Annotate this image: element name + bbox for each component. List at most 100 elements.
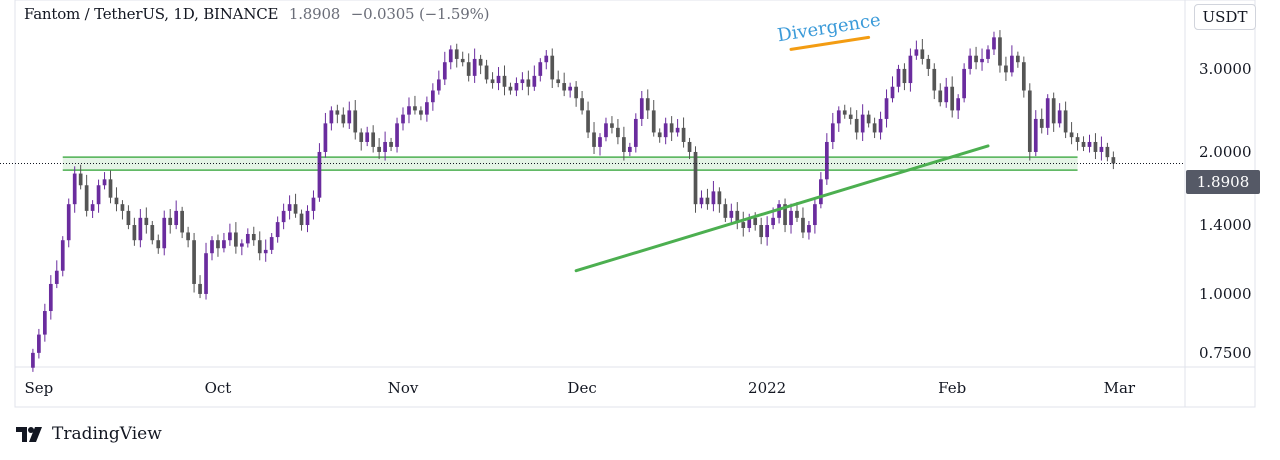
candle-body	[651, 110, 656, 133]
candle-body	[616, 127, 620, 138]
candle-body	[633, 118, 638, 147]
time-tick-label: 2022	[748, 379, 786, 397]
candle-body	[562, 83, 567, 91]
candle-body	[759, 225, 764, 238]
candle-body	[257, 240, 262, 254]
candle-body	[395, 123, 399, 147]
tradingview-logo-icon	[16, 427, 42, 442]
price-tick-label: 2.0000	[1199, 143, 1252, 161]
candle-body	[448, 49, 453, 63]
candle-body	[180, 210, 184, 233]
candle-body	[663, 123, 668, 138]
candle-body	[299, 213, 304, 226]
candle-body	[992, 37, 996, 50]
divergence-label: Divergence	[776, 10, 882, 47]
candle-body	[401, 114, 405, 124]
candle-body	[538, 62, 543, 76]
candle-body	[896, 68, 901, 87]
candle-body	[508, 86, 513, 91]
candle-body	[741, 222, 746, 228]
candle-body	[425, 102, 429, 115]
candle-body	[902, 68, 907, 84]
candle-body	[31, 352, 35, 368]
candle-body	[383, 141, 387, 152]
candle-body	[162, 217, 167, 249]
candle-body	[1016, 55, 1020, 63]
candle-body	[90, 204, 95, 211]
symbol-title: Fantom / TetherUS, 1D, BINANCE	[24, 5, 279, 23]
candle-body	[371, 132, 376, 147]
candle-body	[454, 49, 459, 59]
candle-body	[84, 185, 89, 211]
candle-body	[472, 58, 477, 76]
candle-body	[1081, 141, 1086, 147]
candle-body	[1010, 55, 1014, 73]
candle-body	[407, 106, 411, 115]
candle-body	[890, 86, 895, 99]
candle-body	[365, 132, 370, 142]
symbol-header: Fantom / TetherUS, 1D, BINANCE 1.8908 −0…	[24, 5, 489, 23]
candle-body	[37, 334, 41, 353]
candle-body	[323, 123, 328, 152]
candle-body	[198, 283, 202, 294]
candle-body	[520, 79, 525, 84]
candle-body	[150, 225, 155, 241]
candle-body	[347, 110, 352, 124]
candle-body	[908, 55, 913, 84]
candle-body	[693, 151, 698, 205]
candle-body	[192, 240, 196, 284]
candle-body	[502, 75, 507, 87]
candle-body	[216, 240, 220, 249]
candle-body	[819, 179, 823, 205]
candle-body	[1027, 90, 1032, 152]
candle-body	[639, 98, 644, 119]
candle-body	[281, 210, 286, 223]
candle-body	[245, 233, 250, 244]
candle-body	[204, 253, 208, 294]
candle-body	[1069, 132, 1074, 138]
candle-body	[341, 114, 346, 124]
candle-body	[377, 146, 381, 152]
candle-body	[186, 232, 190, 241]
candle-body	[114, 197, 119, 205]
candle-body	[986, 49, 990, 59]
candle-body	[699, 197, 704, 205]
candle-body	[1039, 118, 1044, 128]
candle-body	[466, 62, 471, 76]
chart-area[interactable]: 3.0000 2.0000 1.4000 1.0000 0.7500 Sep Oct Nov D…	[0, 0, 1280, 410]
candle-body	[729, 210, 734, 218]
currency-button[interactable]: USDT	[1194, 4, 1256, 30]
candle-body	[998, 37, 1002, 66]
candle-body	[765, 225, 769, 238]
candle-body	[442, 62, 447, 80]
candle-body	[932, 68, 937, 91]
candle-body	[48, 283, 53, 312]
candle-body	[657, 132, 662, 138]
candle-body	[669, 123, 674, 133]
time-tick-label: Dec	[567, 379, 596, 397]
candle-body	[681, 127, 686, 142]
candle-body	[222, 240, 226, 249]
candle-body	[484, 65, 489, 80]
candle-body	[950, 86, 955, 111]
candlestick-chart[interactable]: 3.0000 2.0000 1.4000 1.0000 0.7500 Sep Oct Nov D…	[0, 0, 1280, 410]
trendline	[574, 144, 990, 273]
candle-body	[884, 98, 889, 119]
candle-body	[771, 217, 775, 226]
candle-body	[795, 210, 799, 218]
candle-body	[580, 98, 584, 111]
candle-body	[627, 146, 632, 152]
candle-body	[824, 141, 829, 180]
candle-body	[705, 197, 710, 205]
candle-body	[598, 137, 602, 147]
candle-body	[675, 127, 680, 133]
candle-body	[938, 90, 943, 103]
candle-body	[490, 79, 495, 84]
candle-body	[138, 217, 143, 241]
candle-body	[478, 58, 483, 66]
candle-body	[872, 123, 877, 133]
candle-body	[78, 173, 83, 186]
candle-body	[604, 123, 608, 138]
tradingview-footer[interactable]: TradingView	[16, 424, 162, 444]
candle-body	[1051, 98, 1056, 124]
